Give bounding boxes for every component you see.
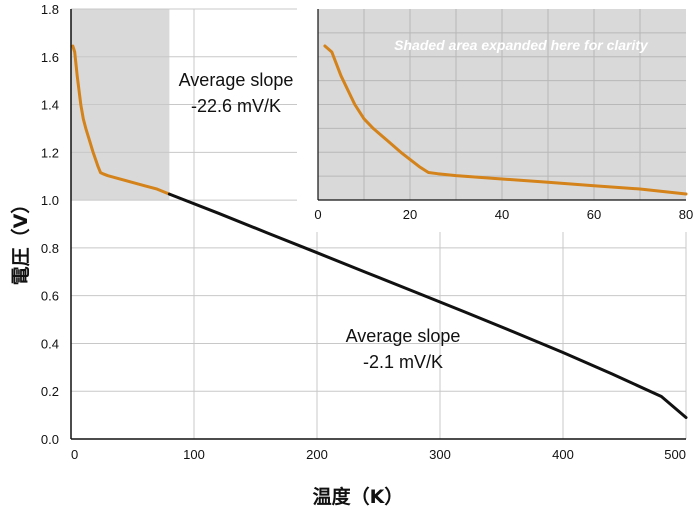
inset-title: Shaded area expanded here for clarity: [394, 37, 649, 53]
series-line-high-temp: [167, 192, 688, 419]
annotation-steep-line2: -22.6 mV/K: [191, 96, 281, 116]
inset-x-tick-label: 0: [314, 207, 321, 222]
y-tick-label: 1.0: [41, 193, 59, 208]
inset-x-tick-label: 40: [495, 207, 509, 222]
annotation-gentle-slope: Average slope -2.1 mV/K: [346, 326, 461, 372]
y-tick-label: 1.4: [41, 98, 59, 113]
y-tick-label: 0.2: [41, 384, 59, 399]
x-tick-label: 400: [552, 447, 574, 462]
inset-grid: [318, 9, 686, 200]
main-x-tick-labels: 0 100 200 300 400 500: [71, 447, 686, 462]
x-tick-label: 100: [183, 447, 205, 462]
y-tick-label: 0.0: [41, 432, 59, 447]
annotation-steep-slope: Average slope -22.6 mV/K: [179, 70, 294, 116]
inset-x-tick-label: 20: [403, 207, 417, 222]
main-axes: [70, 9, 686, 440]
x-tick-label: 300: [429, 447, 451, 462]
main-y-tick-labels: 0.0 0.2 0.4 0.6 0.8 1.0 1.2 1.4 1.6 1.8: [41, 2, 59, 447]
x-tick-label: 0: [71, 447, 78, 462]
main-series: [71, 44, 688, 419]
y-tick-label: 0.6: [41, 289, 59, 304]
inset-x-tick-label: 80: [679, 207, 693, 222]
inset-chart: 0 20 40 60 80 Shaded area expanded here for …: [297, 0, 700, 232]
x-tick-label: 200: [306, 447, 328, 462]
inset-x-tick-labels: 0 20 40 60 80: [314, 207, 693, 222]
inset-axes: [317, 9, 686, 201]
annotation-steep-line1: Average slope: [179, 70, 294, 90]
annotation-gentle-line1: Average slope: [346, 326, 461, 346]
inset-series: [323, 44, 688, 196]
y-tick-label: 1.6: [41, 50, 59, 65]
y-tick-label: 1.2: [41, 145, 59, 160]
series-line-low-temp: [71, 44, 171, 196]
y-tick-label: 1.8: [41, 2, 59, 17]
y-tick-label: 0.4: [41, 336, 59, 351]
inset-series-line: [323, 44, 688, 196]
x-axis-title: 温度（K）: [313, 485, 404, 508]
y-axis-title: 電圧（V）: [9, 195, 32, 286]
annotation-gentle-line2: -2.1 mV/K: [363, 352, 443, 372]
y-tick-label: 0.8: [41, 241, 59, 256]
inset-x-tick-label: 60: [587, 207, 601, 222]
x-tick-label: 500: [664, 447, 686, 462]
